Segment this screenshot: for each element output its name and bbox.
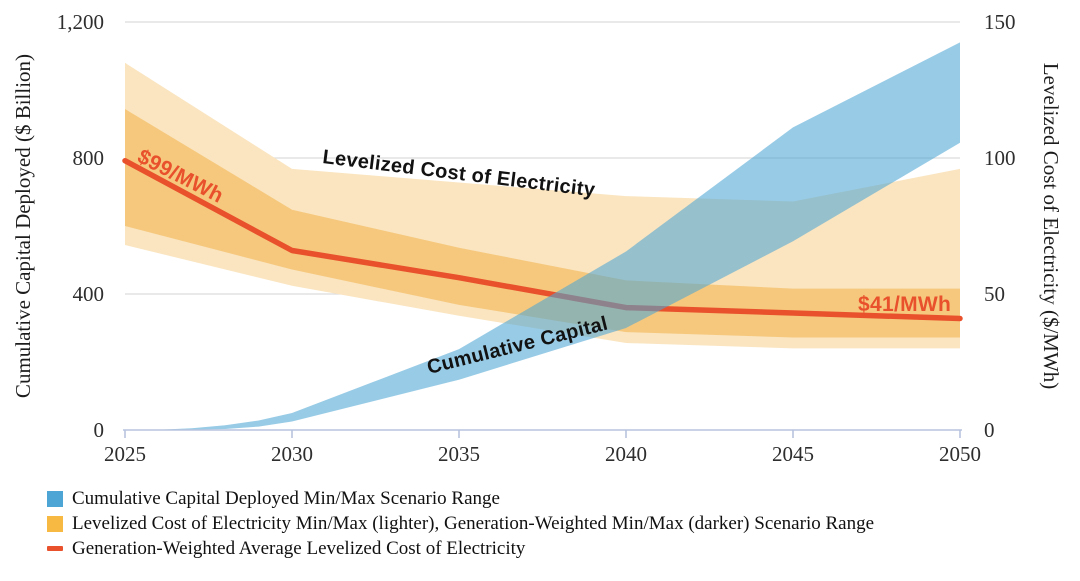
x-tick-label: 2025 [104, 442, 146, 466]
y-left-tick-label: 800 [73, 146, 105, 170]
legend-row: Cumulative Capital Deployed Min/Max Scen… [47, 489, 874, 508]
y-right-tick-labels: 0 50 100 150 [984, 10, 1016, 442]
y-left-tick-label: 0 [94, 418, 105, 442]
x-tick-label: 2030 [271, 442, 313, 466]
legend-swatch-square [47, 490, 63, 507]
y-right-tick-label: 0 [984, 418, 995, 442]
legend-label: Cumulative Capital Deployed Min/Max Scen… [72, 488, 500, 509]
x-axis-layer [123, 429, 962, 438]
series-layer [122, 42, 963, 431]
legend-swatch-square [47, 515, 63, 532]
y-right-axis-title: Levelized Cost of Electricity ($/MWh) [1039, 63, 1063, 390]
legend-row: Generation-Weighted Average Levelized Co… [47, 539, 874, 558]
y-right-tick-label: 50 [984, 282, 1005, 306]
legend-label: Generation-Weighted Average Levelized Co… [72, 538, 526, 559]
x-tick-labels: 2025 2030 2035 2040 2045 2050 [104, 442, 981, 466]
x-tick-label: 2035 [438, 442, 480, 466]
legend-label: Levelized Cost of Electricity Min/Max (l… [72, 513, 875, 534]
legend: Cumulative Capital Deployed Min/Max Scen… [47, 489, 874, 558]
x-tick-label: 2045 [772, 442, 814, 466]
legend-swatch-line [47, 546, 63, 551]
annotation-end-price: $41/MWh [858, 293, 951, 316]
y-left-tick-label: 400 [73, 282, 105, 306]
line-generation-weighted-average-levelized-cost-of-electricity [122, 157, 963, 322]
y-left-tick-label: 1,200 [57, 10, 104, 34]
y-left-tick-labels: 0 400 800 1,200 [57, 10, 104, 442]
band-cumulative-capital-deployed-min-max-scenario-range [125, 42, 960, 431]
y-left-axis-title: Cumulative Capital Deployed ($ Billion) [11, 54, 35, 398]
x-tick-label: 2050 [939, 442, 981, 466]
x-tick-label: 2040 [605, 442, 647, 466]
y-right-tick-label: 150 [984, 10, 1016, 34]
y-right-tick-label: 100 [984, 146, 1016, 170]
legend-row: Levelized Cost of Electricity Min/Max (l… [47, 514, 874, 533]
